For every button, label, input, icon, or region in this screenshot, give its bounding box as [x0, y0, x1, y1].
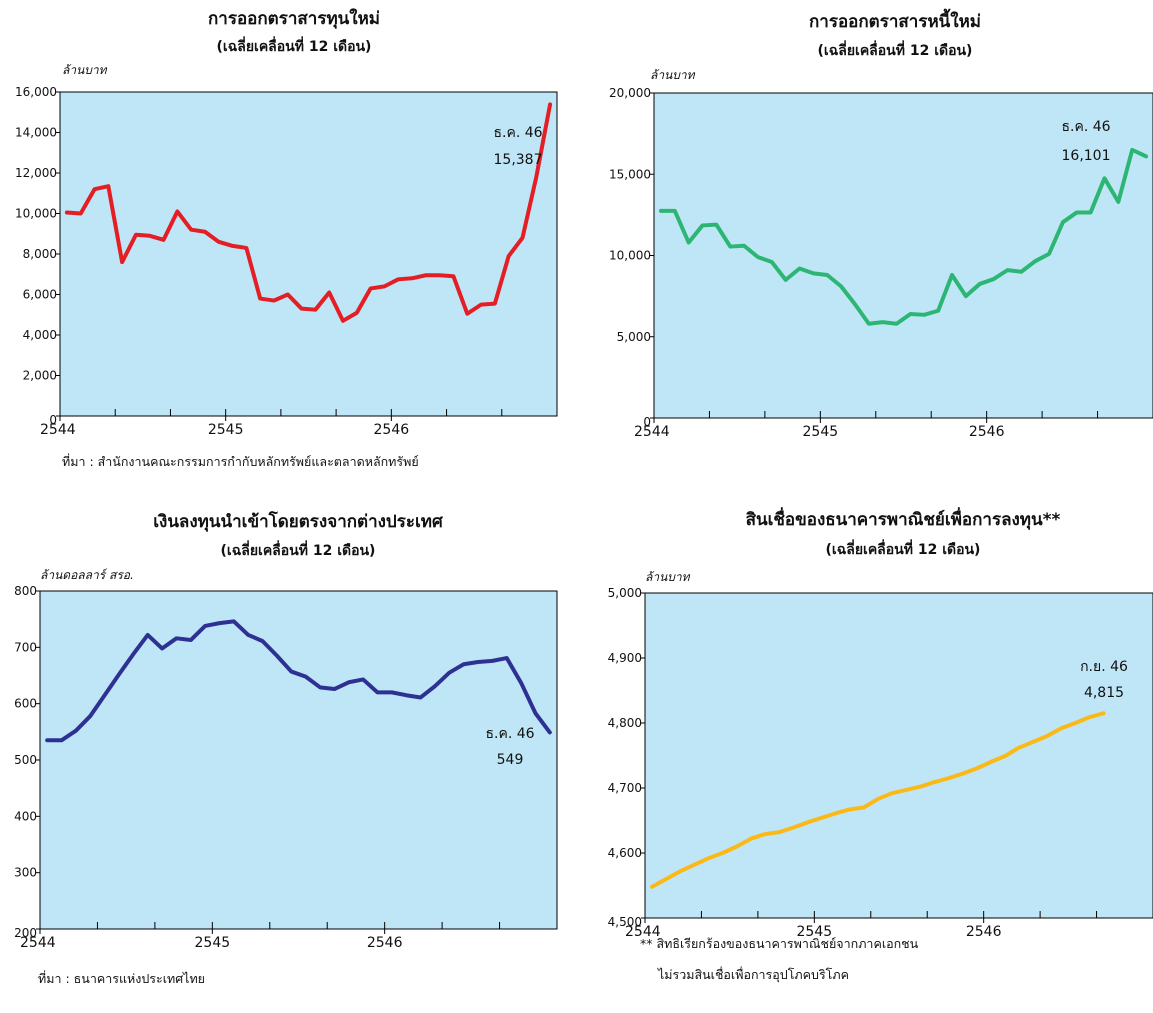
chart-subtitle: (เฉลี่ยเคลื่อนที่ 12 เดือน) — [818, 40, 973, 59]
x-tick-label: 2544 — [20, 935, 56, 951]
y-tick-label: 12,000 — [15, 166, 57, 180]
y-tick-label: 6,000 — [23, 288, 57, 302]
series-line — [658, 147, 1149, 326]
y-tick-label: 5,000 — [608, 586, 642, 600]
y-tick-label: 5,000 — [617, 330, 651, 344]
x-tick-label: 2545 — [797, 924, 833, 940]
chart-title: การออกตราสารทุนใหม่ — [208, 8, 380, 29]
y-tick-label: 4,600 — [608, 846, 642, 860]
y-tick-label: 2,000 — [23, 369, 57, 383]
y-tick-label: 4,000 — [23, 328, 57, 342]
chart-title: การออกตราสารหนี้ใหม่ — [809, 8, 981, 32]
y-tick-label: 200 — [14, 926, 37, 940]
x-tick-label: 2546 — [367, 935, 403, 951]
y-tick-label: 8,000 — [23, 247, 57, 261]
plot-area — [39, 590, 558, 930]
y-tick-label: 4,900 — [608, 651, 642, 665]
y-tick-label: 0 — [643, 415, 651, 429]
x-tick-label: 2544 — [625, 924, 661, 940]
annotation-label: ก.ย. 46 — [1080, 659, 1128, 675]
y-tick-label: 10,000 — [15, 207, 57, 221]
series-line — [45, 619, 552, 743]
chart-title: เงินลงทุนนำเข้าโดยตรงจากต่างประเทศ — [153, 511, 444, 532]
x-tick-label: 2545 — [208, 422, 244, 438]
annotation-value: 16,101 — [1062, 148, 1111, 164]
y-axis-unit-label: ล้านดอลลาร์ สรอ. — [40, 568, 134, 582]
footnote-line-2: ไม่รวมสินเชื่อเพื่อการอุปโภคบริโภค — [657, 966, 849, 983]
source-note: ที่มา : ธนาคารแห่งประเทศไทย — [38, 970, 205, 986]
series-line — [64, 102, 553, 323]
x-tick-label: 2544 — [634, 424, 670, 440]
annotation-label: ธ.ค. 46 — [1061, 119, 1110, 135]
x-tick-label: 2546 — [374, 422, 410, 438]
annotation-value: 15,387 — [494, 152, 543, 168]
annotation-label: ธ.ค. 46 — [485, 726, 534, 742]
y-tick-label: 4,800 — [608, 716, 642, 730]
y-tick-label: 15,000 — [609, 167, 651, 181]
y-tick-label: 4,500 — [608, 915, 642, 929]
x-tick-label: 2546 — [966, 924, 1002, 940]
plot-area — [653, 92, 1153, 419]
y-tick-label: 300 — [14, 866, 37, 880]
chart-subtitle: (เฉลี่ยเคลื่อนที่ 12 เดือน) — [826, 539, 981, 558]
y-tick-label: 16,000 — [15, 85, 57, 99]
y-tick-label: 700 — [14, 640, 37, 654]
series-line — [650, 711, 1106, 889]
x-tick-label: 2545 — [195, 935, 231, 951]
y-tick-label: 4,700 — [608, 781, 642, 795]
x-tick-label: 2546 — [969, 424, 1005, 440]
y-axis-unit-label: ล้านบาท — [645, 570, 691, 584]
y-tick-label: 20,000 — [609, 86, 651, 100]
source-note: ที่มา : สำนักงานคณะกรรมการกำกับหลักทรัพย… — [62, 453, 419, 469]
plot-area — [59, 91, 558, 417]
y-tick-label: 10,000 — [609, 249, 651, 263]
y-tick-label: 0 — [49, 413, 57, 427]
annotation-value: 549 — [497, 752, 524, 768]
annotation-label: ธ.ค. 46 — [493, 125, 542, 141]
y-tick-label: 500 — [14, 753, 37, 767]
x-tick-label: 2544 — [40, 422, 76, 438]
chart-subtitle: (เฉลี่ยเคลื่อนที่ 12 เดือน) — [217, 36, 372, 55]
y-tick-label: 14,000 — [15, 126, 57, 140]
plot-area — [644, 592, 1153, 919]
y-tick-label: 400 — [14, 809, 37, 823]
y-tick-label: 600 — [14, 697, 37, 711]
chart-title: สินเชื่อของธนาคารพาณิชย์เพื่อการลงทุน** — [746, 507, 1061, 530]
annotation-value: 4,815 — [1084, 685, 1124, 701]
y-tick-label: 800 — [14, 584, 37, 598]
x-tick-label: 2545 — [803, 424, 839, 440]
footnote-line-1: ** สิทธิเรียกร้องของธนาคารพาณิชย์จากภาคเ… — [640, 936, 919, 951]
chart-subtitle: (เฉลี่ยเคลื่อนที่ 12 เดือน) — [221, 540, 376, 559]
y-axis-unit-label: ล้านบาท — [650, 68, 696, 82]
y-axis-unit-label: ล้านบาท — [62, 63, 108, 77]
